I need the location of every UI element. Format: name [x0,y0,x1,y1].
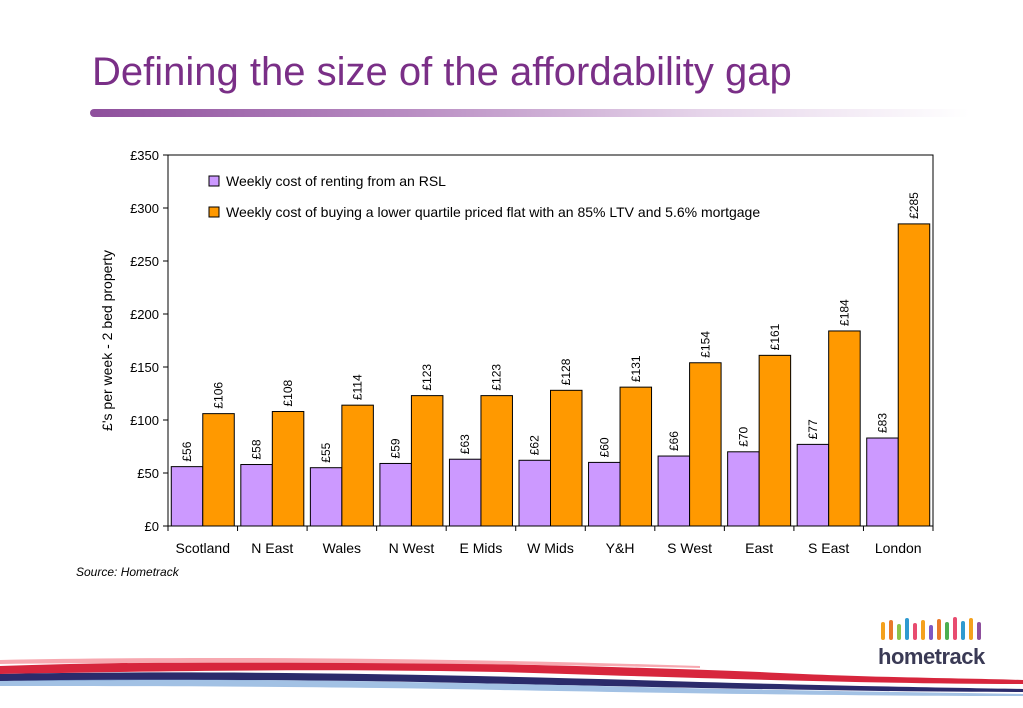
legend-label: Weekly cost of renting from an RSL [226,173,446,189]
bar-rent [309,467,343,527]
logo-wordmark: hometrack [878,644,985,669]
x-tick-label: S West [667,540,712,556]
data-label: £154 [698,331,712,358]
bar-buy [619,386,653,527]
x-tick-label: E Mids [460,540,503,556]
bar-rent [796,443,830,527]
bar-buy [480,395,513,527]
y-tick-label: £300 [130,201,159,216]
x-tick-label: S East [808,540,849,556]
data-label: £123 [420,364,434,391]
data-label: £106 [212,382,226,409]
data-label: £77 [806,419,820,439]
data-label: £60 [597,437,611,457]
data-label: £184 [837,299,851,326]
page-title: Defining the size of the affordability g… [92,50,792,94]
bar-rent [866,437,899,527]
bar-rent [657,455,691,527]
data-label: £63 [458,434,472,454]
bar-rent [448,458,482,527]
data-label: £56 [180,441,194,461]
y-tick-label: £50 [137,466,159,481]
source-note: Source: Hometrack [76,565,179,579]
x-tick-label: N East [251,540,293,556]
y-axis-label: £'s per week - 2 bed property [99,250,115,431]
data-label: £55 [319,442,333,462]
bar-buy [828,330,861,527]
hometrack-logo: hometrack [878,614,993,674]
data-label: £285 [907,192,921,219]
bar-rent [518,459,551,527]
y-tick-label: £150 [130,360,159,375]
bar-chart: £0 £50 £100 £150 £200 £250 £300 £350 £'s per wee… [99,148,934,556]
y-tick-label: £0 [145,519,159,534]
data-label: £128 [559,358,573,385]
data-label: £70 [736,426,750,446]
data-label: £83 [875,413,889,433]
y-tick-label: £200 [130,307,159,322]
y-tick-label: £350 [130,148,159,163]
bar-buy [550,389,583,527]
x-tick-label: London [875,540,922,556]
y-tick-label: £100 [130,413,159,428]
x-tick-label: W Mids [527,540,574,556]
y-tick-label: £250 [130,254,159,269]
data-label: £123 [490,364,504,391]
data-label: £66 [667,431,681,451]
bar-rent [240,464,273,527]
bar-buy [758,354,792,527]
legend-swatch [208,206,220,218]
data-label: £58 [250,439,264,459]
bar-buy [341,404,374,527]
data-label: £59 [389,438,403,458]
x-tick-label: Y&H [606,540,635,556]
bar-buy [410,395,444,527]
bar-rent [727,451,760,527]
bar-buy [271,411,305,527]
data-label: £161 [768,323,782,350]
bar-buy [202,413,235,527]
x-tick-label: Scotland [176,540,230,556]
x-tick-label: N West [389,540,435,556]
data-label: £114 [351,374,365,400]
bar-rent [379,462,412,527]
title-underline [90,109,970,117]
bar-buy [689,362,722,527]
data-label: £131 [629,355,643,382]
data-label: £62 [528,435,542,455]
legend-swatch [208,175,220,187]
bar-rent [170,466,204,527]
data-label: £108 [281,379,295,406]
x-tick-label: East [745,540,773,556]
bar-rent [588,461,621,527]
x-tick-label: Wales [323,540,361,556]
bar-buy [897,223,931,527]
footer-swoosh [0,658,1023,696]
legend-label: Weekly cost of buying a lower quartile p… [226,204,760,220]
